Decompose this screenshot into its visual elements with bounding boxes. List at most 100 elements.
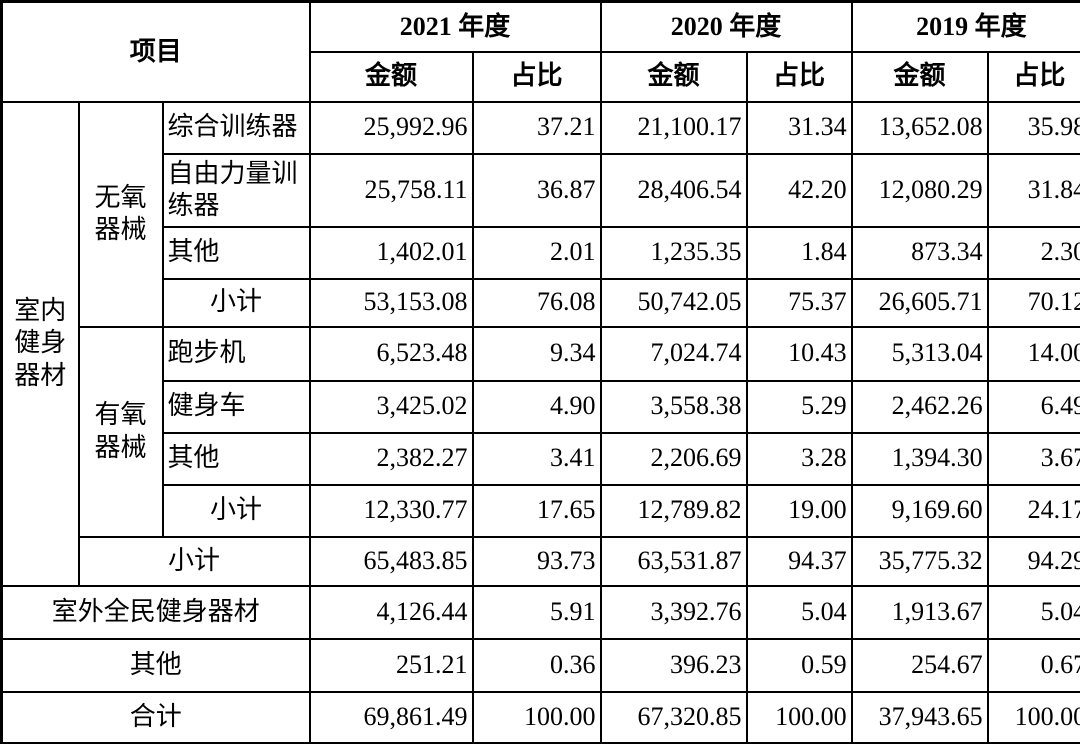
cell-amount-2021: 25,758.11 <box>308 152 474 228</box>
header-row-years: 项目 2021 年度 2020 年度 2019 年度 <box>0 0 1080 103</box>
cell-ratio-2021: 9.34 <box>471 325 602 382</box>
cell-ratio-2021: 4.90 <box>471 379 602 434</box>
cell-amount-2020: 396.23 <box>599 637 748 693</box>
header-amount-2020: 金额 <box>599 50 748 103</box>
cell-amount-2021: 12,330.77 <box>308 483 474 538</box>
cell-ratio-2020: 3.28 <box>745 431 853 486</box>
cell-category-label: 其他 <box>0 637 311 693</box>
header-year-2021: 2021 年度 <box>308 0 602 53</box>
cell-ratio-2020: 0.59 <box>745 637 853 693</box>
table-row: 有氧器械 跑步机 6,523.48 9.34 7,024.74 10.43 5,… <box>2 325 1080 538</box>
cell-ratio-2020: 94.37 <box>745 535 853 587</box>
cell-amount-2020: 50,742.05 <box>599 277 748 328</box>
cell-ratio-2021: 37.21 <box>471 100 602 155</box>
cell-amount-2020: 12,789.82 <box>599 483 748 538</box>
header-ratio-2020: 占比 <box>745 50 853 103</box>
header-row-measures: 金额 占比 金额 占比 金额 占比 <box>2 50 1080 103</box>
table-row: 其他 1,402.01 2.01 1,235.35 1.84 873.34 2.… <box>2 225 1080 280</box>
group-anaerobic-cell: 无氧器械 <box>77 100 164 328</box>
cell-ratio-2019: 100.00 <box>986 690 1080 744</box>
table-row: 自由力量训练器 25,758.11 36.87 28,406.54 42.20 … <box>2 152 1080 228</box>
header-ratio-2019: 占比 <box>986 50 1080 103</box>
cell-ratio-2019: 0.67 <box>986 637 1080 693</box>
cell-ratio-2019: 14.00 <box>986 325 1080 382</box>
cell-ratio-2019: 6.49 <box>986 379 1080 434</box>
cell-amount-2019: 5,313.04 <box>850 325 989 382</box>
cell-total-label: 合计 <box>0 690 311 744</box>
cell-ratio-2021: 76.08 <box>471 277 602 328</box>
header-year-2020: 2020 年度 <box>599 0 853 53</box>
cell-label: 其他 <box>161 225 311 280</box>
cell-amount-2019: 2,462.26 <box>850 379 989 434</box>
header-amount-2021: 金额 <box>308 50 474 103</box>
cell-amount-2019: 37,943.65 <box>850 690 989 744</box>
cell-ratio-2020: 5.29 <box>745 379 853 434</box>
cell-amount-2020: 21,100.17 <box>599 100 748 155</box>
header-amount-2019: 金额 <box>850 50 989 103</box>
cell-amount-2020: 1,235.35 <box>599 225 748 280</box>
table-row: 健身车 3,425.02 4.90 3,558.38 5.29 2,462.26… <box>2 379 1080 434</box>
cell-ratio-2019: 31.84 <box>986 152 1080 228</box>
cell-ratio-2019: 5.04 <box>986 584 1080 640</box>
cell-amount-2020: 67,320.85 <box>599 690 748 744</box>
cell-amount-2019: 254.67 <box>850 637 989 693</box>
cell-amount-2019: 1,394.30 <box>850 431 989 486</box>
cell-amount-2021: 25,992.96 <box>308 100 474 155</box>
cell-label: 跑步机 <box>161 325 311 382</box>
cell-ratio-2021: 0.36 <box>471 637 602 693</box>
group-indoor-cell: 室内健身器材 <box>0 100 80 587</box>
cell-ratio-2021: 3.41 <box>471 431 602 486</box>
cell-ratio-2021: 2.01 <box>471 225 602 280</box>
cell-ratio-2019: 70.12 <box>986 277 1080 328</box>
cell-ratio-2020: 19.00 <box>745 483 853 538</box>
cell-ratio-2021: 36.87 <box>471 152 602 228</box>
cell-amount-2019: 9,169.60 <box>850 483 989 538</box>
subtotal-row-indoor: 小计 65,483.85 93.73 63,531.87 94.37 35,77… <box>2 535 1080 587</box>
cell-amount-2021: 69,861.49 <box>308 690 474 744</box>
subtotal-row-anaerobic: 小计 53,153.08 76.08 50,742.05 75.37 26,60… <box>2 277 1080 328</box>
cell-amount-2019: 873.34 <box>850 225 989 280</box>
cell-amount-2020: 3,392.76 <box>599 584 748 640</box>
cell-ratio-2020: 75.37 <box>745 277 853 328</box>
cell-ratio-2020: 10.43 <box>745 325 853 382</box>
cell-category-label: 室外全民健身器材 <box>0 584 311 640</box>
cell-subtotal-label: 小计 <box>161 277 311 328</box>
cell-amount-2019: 13,652.08 <box>850 100 989 155</box>
cell-ratio-2021: 93.73 <box>471 535 602 587</box>
cell-amount-2021: 1,402.01 <box>308 225 474 280</box>
cell-amount-2021: 6,523.48 <box>308 325 474 382</box>
cell-amount-2019: 1,913.67 <box>850 584 989 640</box>
cell-label: 健身车 <box>161 379 311 434</box>
cell-ratio-2020: 5.04 <box>745 584 853 640</box>
cell-amount-2019: 26,605.71 <box>850 277 989 328</box>
cell-label: 综合训练器 <box>161 100 311 155</box>
cell-amount-2020: 28,406.54 <box>599 152 748 228</box>
cell-ratio-2020: 1.84 <box>745 225 853 280</box>
cell-ratio-2021: 100.00 <box>471 690 602 744</box>
cell-ratio-2020: 31.34 <box>745 100 853 155</box>
cell-amount-2019: 35,775.32 <box>850 535 989 587</box>
cell-ratio-2019: 35.98 <box>986 100 1080 155</box>
row-other: 其他 251.21 0.36 396.23 0.59 254.67 0.67 <box>0 637 1080 693</box>
cell-ratio-2019: 94.29 <box>986 535 1080 587</box>
cell-amount-2020: 7,024.74 <box>599 325 748 382</box>
header-project: 项目 <box>0 0 311 103</box>
cell-amount-2021: 4,126.44 <box>308 584 474 640</box>
cell-ratio-2021: 17.65 <box>471 483 602 538</box>
group-aerobic-cell: 有氧器械 <box>77 325 164 538</box>
cell-amount-2021: 251.21 <box>308 637 474 693</box>
table-row: 室内健身器材 无氧器械 综合训练器 25,992.96 37.21 21,100… <box>0 100 1080 587</box>
cell-ratio-2021: 5.91 <box>471 584 602 640</box>
cell-amount-2020: 3,558.38 <box>599 379 748 434</box>
table-row: 其他 2,382.27 3.41 2,206.69 3.28 1,394.30 … <box>2 431 1080 486</box>
total-row: 合计 69,861.49 100.00 67,320.85 100.00 37,… <box>0 690 1080 744</box>
cell-amount-2021: 3,425.02 <box>308 379 474 434</box>
cell-amount-2021: 65,483.85 <box>308 535 474 587</box>
cell-amount-2020: 2,206.69 <box>599 431 748 486</box>
row-outdoor: 室外全民健身器材 4,126.44 5.91 3,392.76 5.04 1,9… <box>0 584 1080 640</box>
cell-label: 自由力量训练器 <box>161 152 311 228</box>
cell-subtotal-label: 小计 <box>77 535 311 587</box>
subtotal-row-aerobic: 小计 12,330.77 17.65 12,789.82 19.00 9,169… <box>2 483 1080 538</box>
